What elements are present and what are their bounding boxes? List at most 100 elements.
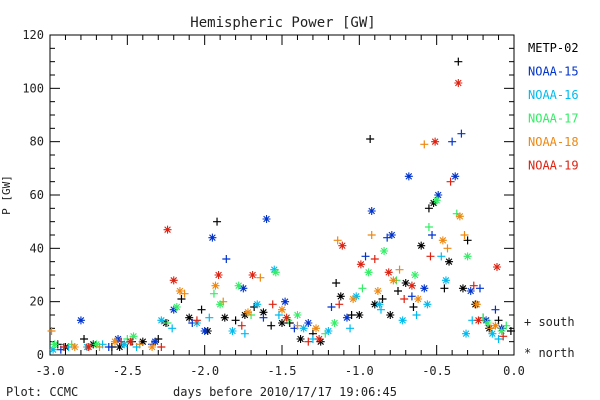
north-point <box>404 172 413 181</box>
north-point <box>163 225 172 234</box>
south-point <box>104 343 113 351</box>
marker-legend: + south * north <box>524 315 575 360</box>
north-point <box>76 316 85 325</box>
south-point <box>457 129 466 138</box>
north-point <box>414 295 423 303</box>
south-point <box>335 300 344 309</box>
north-point <box>355 311 364 319</box>
north-point <box>50 340 59 349</box>
north-point <box>458 284 467 293</box>
north-point <box>200 327 209 335</box>
x-tick-label: -2.5 <box>113 364 142 378</box>
south-point <box>177 295 186 303</box>
south-point <box>321 329 330 338</box>
north-point <box>497 327 506 335</box>
south-point <box>424 204 433 213</box>
north-point <box>239 284 248 293</box>
south-point <box>469 281 478 290</box>
marker-legend-entry: * north <box>524 346 575 360</box>
north-point <box>262 215 271 223</box>
south-point <box>502 321 511 330</box>
north-point <box>282 313 291 322</box>
south-point <box>163 319 172 327</box>
north-point <box>367 207 376 215</box>
north-point <box>148 343 157 351</box>
north-point <box>299 324 308 333</box>
south-point <box>361 252 370 261</box>
south-point <box>499 332 508 341</box>
legend-entry: NOAA-15 <box>528 65 579 79</box>
north-point <box>84 343 93 351</box>
north-point <box>336 292 345 301</box>
north-point <box>488 329 497 338</box>
north-point <box>401 279 410 287</box>
south-point <box>327 303 336 311</box>
south-point <box>491 305 500 314</box>
north-point <box>483 319 492 327</box>
north-point <box>454 79 463 87</box>
north-point <box>398 316 407 325</box>
y-axis-label: P [GW] <box>0 175 13 215</box>
y-tick-label: 80 <box>30 135 44 149</box>
south-point <box>366 135 375 143</box>
south-point <box>213 217 222 226</box>
north-point <box>451 172 460 181</box>
south-point <box>219 297 228 306</box>
plot-credit: Plot: CCMC <box>6 385 78 399</box>
north-point <box>441 276 450 285</box>
north-point <box>214 271 223 279</box>
legend-entry: METP-02 <box>528 41 579 55</box>
south-point <box>376 305 385 314</box>
north-point <box>472 300 481 309</box>
south-point <box>304 337 313 346</box>
north-point <box>208 233 217 242</box>
north-point <box>463 252 472 261</box>
south-point <box>268 300 277 309</box>
south-point <box>47 327 56 335</box>
north-point <box>349 295 358 303</box>
north-point <box>431 137 440 146</box>
north-point <box>315 335 324 343</box>
north-point <box>312 324 321 333</box>
north-point <box>324 327 333 335</box>
south-point <box>454 57 463 66</box>
north-point <box>445 257 454 266</box>
north-point <box>338 241 347 250</box>
south-point <box>370 255 379 263</box>
north-point <box>492 263 501 271</box>
north-point <box>110 337 119 346</box>
x-axis-label: days before 2010/17/17 19:06:45 <box>173 385 397 399</box>
north-point <box>364 268 373 277</box>
south-point <box>412 311 421 319</box>
legend-entry: NOAA-16 <box>528 88 579 102</box>
north-point <box>434 191 443 199</box>
legend-entry: NOAA-18 <box>528 135 579 149</box>
south-point <box>395 265 404 274</box>
north-point <box>380 247 389 255</box>
north-point <box>49 345 58 354</box>
x-tick-label: 0.0 <box>503 364 525 378</box>
south-point <box>426 252 435 261</box>
south-point <box>463 236 472 245</box>
south-point <box>394 287 402 295</box>
north-point <box>243 308 252 317</box>
north-point <box>342 313 351 322</box>
north-point <box>407 281 416 290</box>
north-point <box>151 337 160 346</box>
north-point <box>126 337 135 346</box>
north-point <box>423 300 432 309</box>
north-point <box>293 311 302 319</box>
x-tick-label: -2.0 <box>190 364 219 378</box>
south-point <box>95 343 104 351</box>
x-tick-label: -3.0 <box>36 364 65 378</box>
north-point <box>474 316 483 325</box>
legend-entry: NOAA-19 <box>528 159 579 173</box>
north-point <box>169 276 178 285</box>
y-tick-label: 40 <box>30 241 44 255</box>
north-point <box>491 321 500 330</box>
south-point <box>358 284 367 293</box>
north-point <box>420 284 429 293</box>
north-point <box>417 241 426 250</box>
y-tick-label: 20 <box>30 295 44 309</box>
south-point <box>205 313 214 322</box>
